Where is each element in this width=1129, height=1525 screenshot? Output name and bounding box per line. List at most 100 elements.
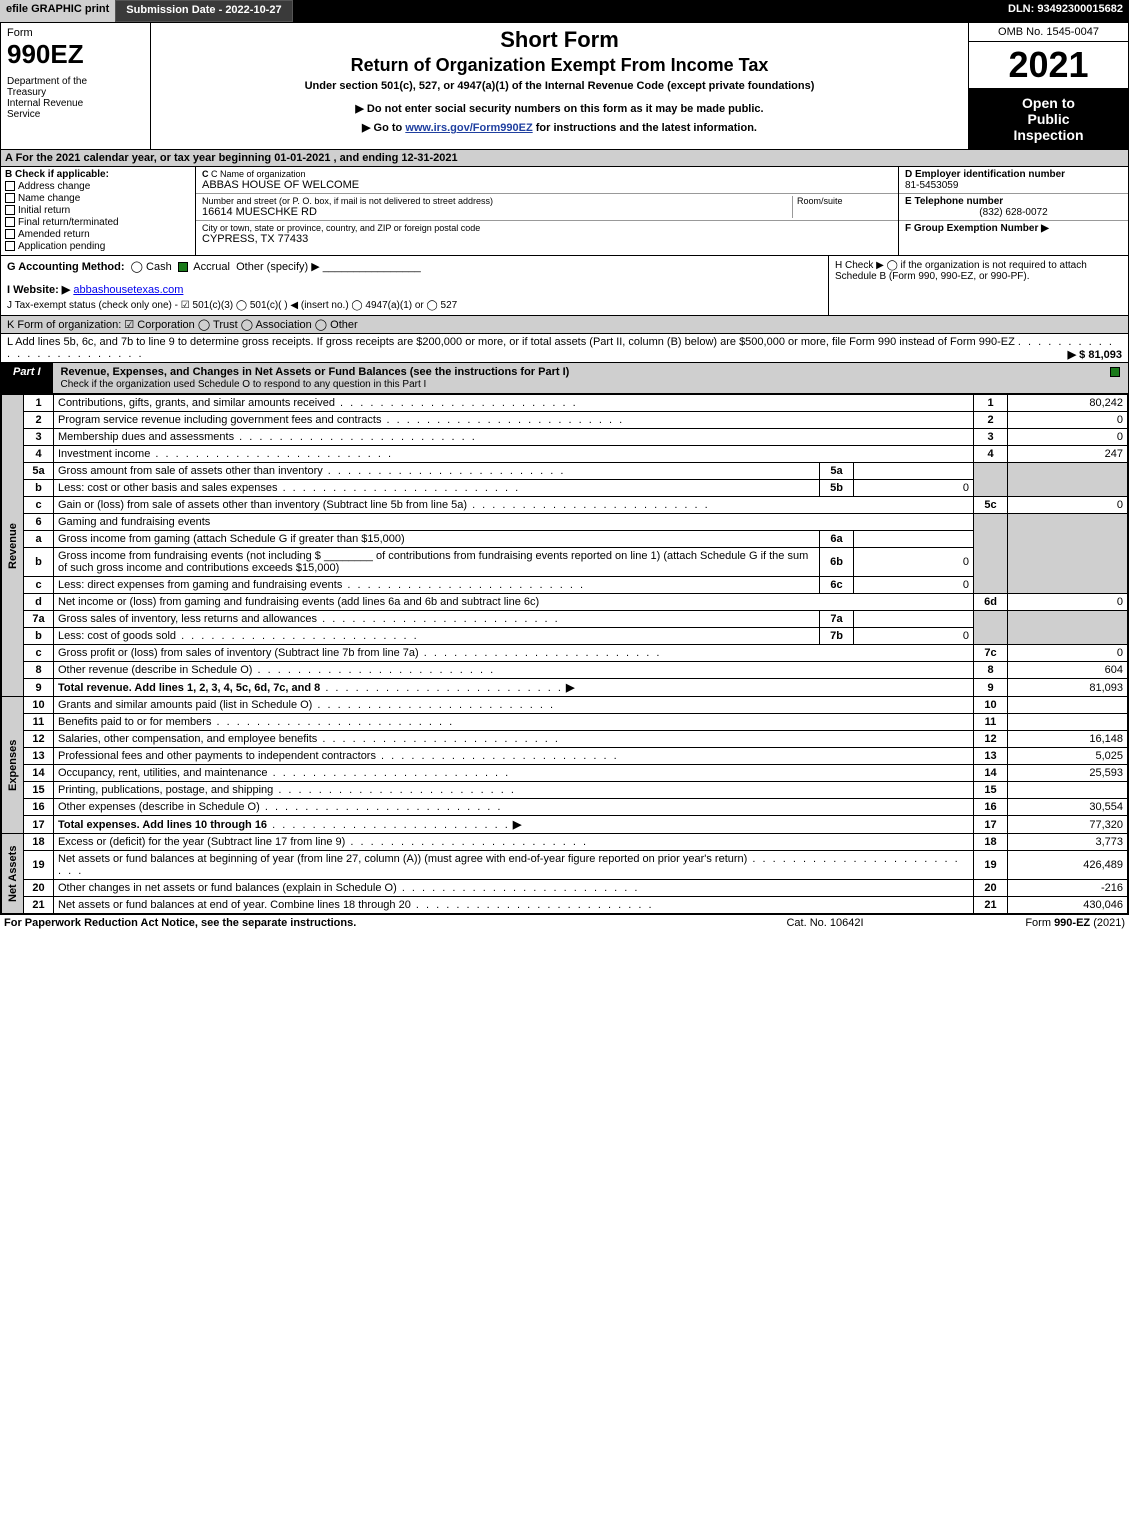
insp-line2: Public: [973, 111, 1124, 127]
line-11-desc: Benefits paid to or for members: [58, 716, 211, 728]
line-6b-amount: 0: [854, 548, 974, 577]
section-g-h: G Accounting Method: ◯ Cash Accrual Othe…: [1, 256, 1128, 316]
accounting-method-label: G Accounting Method:: [7, 261, 125, 273]
line-5a-amount: [854, 463, 974, 480]
line-5a-desc: Gross amount from sale of assets other t…: [58, 465, 323, 477]
form-number: 990EZ: [7, 39, 144, 70]
city-label: City or town, state or province, country…: [202, 223, 892, 233]
line-5b-amount: 0: [854, 480, 974, 497]
tax-year: 2021: [969, 42, 1128, 89]
form-word: Form: [7, 27, 144, 39]
line-1-desc: Contributions, gifts, grants, and simila…: [58, 397, 335, 409]
section-l-text: L Add lines 5b, 6c, and 7b to line 9 to …: [7, 336, 1015, 348]
form-container: Form 990EZ Department of theTreasuryInte…: [0, 22, 1129, 915]
org-name-label: C C Name of organization: [202, 169, 892, 179]
table-row: 21Net assets or fund balances at end of …: [2, 897, 1128, 914]
header-right: OMB No. 1545-0047 2021 Open to Public In…: [968, 23, 1128, 149]
section-g: G Accounting Method: ◯ Cash Accrual Othe…: [1, 256, 828, 315]
efile-print-label[interactable]: efile GRAPHIC print: [0, 0, 115, 22]
table-row: 16Other expenses (describe in Schedule O…: [2, 799, 1128, 816]
page-footer: For Paperwork Reduction Act Notice, see …: [0, 915, 1129, 931]
line-10-desc: Grants and similar amounts paid (list in…: [58, 699, 312, 711]
table-row: 8Other revenue (describe in Schedule O)8…: [2, 662, 1128, 679]
org-name: ABBAS HOUSE OF WELCOME: [202, 179, 892, 191]
chk-final-return[interactable]: Final return/terminated: [5, 217, 191, 228]
revenue-sidelabel: Revenue: [2, 395, 24, 697]
goto-line: ▶ Go to www.irs.gov/Form990EZ for instru…: [157, 121, 962, 134]
line-19-desc: Net assets or fund balances at beginning…: [58, 853, 747, 865]
group-exemption-label: F Group Exemption Number ▶: [905, 223, 1049, 234]
line-16-desc: Other expenses (describe in Schedule O): [58, 801, 260, 813]
room-suite-label: Room/suite: [797, 196, 892, 206]
line-21-desc: Net assets or fund balances at end of ye…: [58, 899, 411, 911]
chk-name-change[interactable]: Name change: [5, 193, 191, 204]
line-3-desc: Membership dues and assessments: [58, 431, 234, 443]
open-to-public: Open to Public Inspection: [969, 89, 1128, 149]
table-row: 20Other changes in net assets or fund ba…: [2, 880, 1128, 897]
part-i-checkbox[interactable]: [1104, 363, 1128, 393]
net-assets-sidelabel: Net Assets: [2, 834, 24, 914]
line-5c-desc: Gain or (loss) from sale of assets other…: [58, 499, 467, 511]
website-link[interactable]: abbashousetexas.com: [73, 284, 183, 296]
main-table: Revenue 1Contributions, gifts, grants, a…: [1, 394, 1128, 914]
chk-application-pending[interactable]: Application pending: [5, 241, 191, 252]
line-4-desc: Investment income: [58, 448, 150, 460]
title-short-form: Short Form: [157, 27, 962, 53]
line-16-amount: 30,554: [1008, 799, 1128, 816]
website-label: I Website: ▶: [7, 284, 70, 296]
irs-link[interactable]: www.irs.gov/Form990EZ: [405, 122, 532, 134]
line-7b-amount: 0: [854, 628, 974, 645]
footer-cat-no: Cat. No. 10642I: [725, 917, 925, 929]
table-row: 2Program service revenue including gover…: [2, 412, 1128, 429]
footer-left: For Paperwork Reduction Act Notice, see …: [4, 917, 725, 929]
part-i-title: Revenue, Expenses, and Changes in Net As…: [53, 363, 1104, 393]
row-a-calendar-year: A For the 2021 calendar year, or tax yea…: [1, 150, 1128, 167]
goto-prefix: ▶ Go to: [362, 122, 405, 134]
line-7a-desc: Gross sales of inventory, less returns a…: [58, 613, 317, 625]
accrual-checkbox[interactable]: [178, 262, 188, 272]
header-middle: Short Form Return of Organization Exempt…: [151, 23, 968, 149]
table-row: 5aGross amount from sale of assets other…: [2, 463, 1128, 480]
line-10-amount: [1008, 697, 1128, 714]
department-label: Department of theTreasuryInternal Revenu…: [7, 76, 144, 120]
table-row: 4Investment income4247: [2, 446, 1128, 463]
title-return: Return of Organization Exempt From Incom…: [157, 55, 962, 76]
line-8-desc: Other revenue (describe in Schedule O): [58, 664, 252, 676]
chk-amended-return[interactable]: Amended return: [5, 229, 191, 240]
expenses-sidelabel: Expenses: [2, 697, 24, 834]
ein-label: D Employer identification number: [905, 169, 1065, 180]
cash-option[interactable]: Cash: [146, 261, 172, 273]
accounting-method-row: G Accounting Method: ◯ Cash Accrual Othe…: [7, 260, 822, 273]
table-row: bLess: cost or other basis and sales exp…: [2, 480, 1128, 497]
address-value: 16614 MUESCHKE RD: [202, 206, 792, 218]
dln-label: DLN: 93492300015682: [1002, 0, 1129, 22]
section-b-through-f: B Check if applicable: Address change Na…: [1, 167, 1128, 256]
line-20-desc: Other changes in net assets or fund bala…: [58, 882, 397, 894]
line-6b-desc1: Gross income from fundraising events (no…: [58, 550, 321, 562]
part-i-header: Part I Revenue, Expenses, and Changes in…: [1, 363, 1128, 394]
top-bar: efile GRAPHIC print Submission Date - 20…: [0, 0, 1129, 22]
city-value: CYPRESS, TX 77433: [202, 233, 892, 245]
table-row: Revenue 1Contributions, gifts, grants, a…: [2, 395, 1128, 412]
line-13-desc: Professional fees and other payments to …: [58, 750, 376, 762]
submission-date-label: Submission Date - 2022-10-27: [115, 0, 292, 22]
chk-address-change[interactable]: Address change: [5, 181, 191, 192]
section-l-amount: ▶ $ 81,093: [1068, 348, 1122, 361]
line-1-amount: 80,242: [1008, 395, 1128, 412]
tax-exempt-status: J Tax-exempt status (check only one) - ☑…: [7, 300, 822, 311]
table-row: bGross income from fundraising events (n…: [2, 548, 1128, 577]
line-5b-desc: Less: cost or other basis and sales expe…: [58, 482, 278, 494]
line-6d-desc: Net income or (loss) from gaming and fun…: [58, 596, 539, 608]
line-21-amount: 430,046: [1008, 897, 1128, 914]
line-20-amount: -216: [1008, 880, 1128, 897]
line-5c-amount: 0: [1008, 497, 1128, 514]
table-row: Expenses 10Grants and similar amounts pa…: [2, 697, 1128, 714]
chk-initial-return[interactable]: Initial return: [5, 205, 191, 216]
insp-line1: Open to: [973, 95, 1124, 111]
insp-line3: Inspection: [973, 127, 1124, 143]
goto-suffix: for instructions and the latest informat…: [533, 122, 757, 134]
part-i-tag: Part I: [1, 363, 53, 393]
table-row: 17Total expenses. Add lines 10 through 1…: [2, 816, 1128, 834]
section-b: B Check if applicable: Address change Na…: [1, 167, 196, 255]
line-14-amount: 25,593: [1008, 765, 1128, 782]
